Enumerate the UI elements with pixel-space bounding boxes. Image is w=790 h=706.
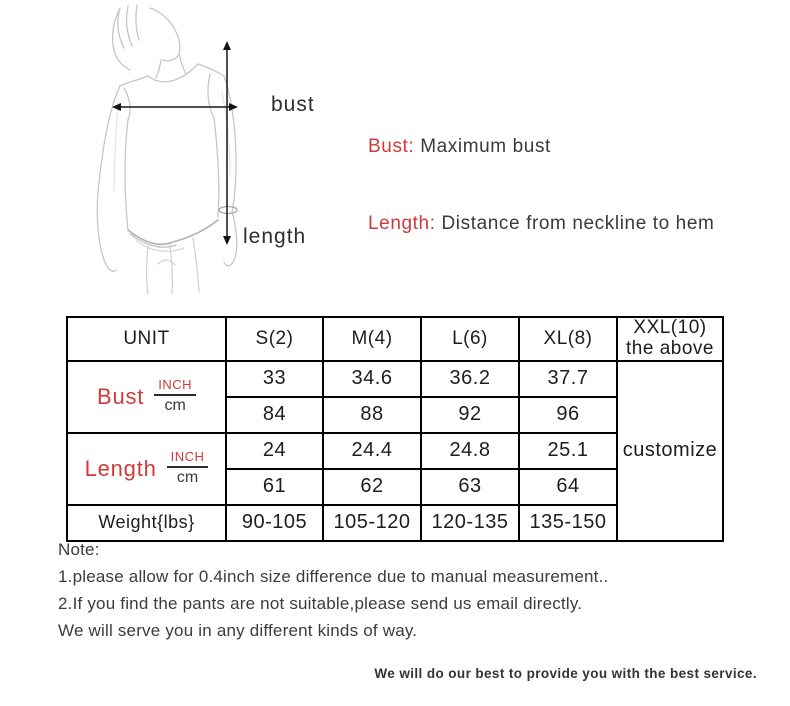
bust-definition: Bust: Maximum bust xyxy=(368,136,551,158)
bust-definition-term: Bust: xyxy=(368,136,415,157)
customize-cell: customize xyxy=(616,359,724,542)
bust-inch-xl: 37.7 xyxy=(518,359,618,398)
length-inch-xl: 25.1 xyxy=(518,431,618,470)
length-inch-s: 24 xyxy=(225,431,324,470)
weight-s: 90-105 xyxy=(225,503,324,542)
bust-inch-unit-label: INCH xyxy=(154,377,196,397)
size-table: UNIT S(2) M(4) L(6) XL(8) XXL(10) the ab… xyxy=(66,316,724,542)
length-cm-unit-label: cm xyxy=(176,469,199,487)
bust-cm-row: 84 88 92 96 xyxy=(67,395,723,434)
length-inch-m: 24.4 xyxy=(322,431,422,470)
length-cm-row: 61 62 63 64 xyxy=(67,467,723,506)
bust-inch-s: 33 xyxy=(225,359,324,398)
length-cm-xl: 64 xyxy=(518,467,618,506)
bust-inch-m: 34.6 xyxy=(322,359,422,398)
bust-inch-row: Bust INCH cm 33 34.6 36.2 37.7 customize xyxy=(66,359,724,542)
length-arrow xyxy=(223,41,231,245)
length-definition-term: Length: xyxy=(368,213,436,234)
header-size-xl: XL(8) xyxy=(518,316,618,362)
note-line-2: 2.If you find the pants are not suitable… xyxy=(58,594,583,613)
length-arrow-label: length xyxy=(243,225,307,248)
header-unit: UNIT xyxy=(66,316,227,362)
length-inch-l: 24.8 xyxy=(420,431,520,470)
header-size-xxl: XXL(10) the above xyxy=(616,316,724,362)
weight-row: Weight{lbs} 90-105 105-120 120-135 135-1… xyxy=(66,503,723,542)
bust-cm-l: 92 xyxy=(420,395,520,434)
table-header-row: UNIT S(2) M(4) L(6) XL(8) XXL(10) the ab… xyxy=(66,316,724,362)
header-size-m: M(4) xyxy=(322,316,422,362)
weight-xl: 135-150 xyxy=(518,503,618,542)
length-row-label: Length xyxy=(84,455,157,481)
header-xxl-line1: XXL(10) xyxy=(633,317,707,338)
bust-inch-l: 36.2 xyxy=(420,359,520,398)
note-line-3: We will serve you in any different kinds… xyxy=(58,621,418,640)
length-unit-fraction: INCH cm xyxy=(166,449,209,487)
length-definition: Length: Distance from neckline to hem xyxy=(368,213,714,235)
header-size-s: S(2) xyxy=(225,316,324,362)
figure-sketch xyxy=(96,4,238,295)
length-cm-l: 63 xyxy=(420,467,520,506)
bust-row-label: Bust xyxy=(96,383,145,409)
header-size-l: L(6) xyxy=(420,316,520,362)
length-label-cell: Length INCH cm xyxy=(66,431,227,506)
length-cm-m: 62 xyxy=(322,467,422,506)
footer-service-text: We will do our best to provide you with … xyxy=(374,666,757,681)
notes-title: Note: xyxy=(58,540,100,559)
bust-arrow xyxy=(112,103,238,111)
weight-row-label: Weight{lbs} xyxy=(66,503,227,542)
notes-block: Note: 1.please allow for 0.4inch size di… xyxy=(58,536,608,644)
weight-l: 120-135 xyxy=(420,503,520,542)
garment-sketch xyxy=(96,4,238,295)
bust-cm-xl: 96 xyxy=(518,395,618,434)
bust-unit-fraction: INCH cm xyxy=(154,377,196,415)
bust-label-cell: Bust INCH cm xyxy=(66,359,227,434)
note-line-1: 1.please allow for 0.4inch size differen… xyxy=(58,567,609,586)
bust-cm-unit-label: cm xyxy=(164,397,186,415)
length-inch-row: Length INCH cm 24 24.4 24.8 25.1 xyxy=(66,431,723,506)
length-definition-text: Distance from neckline to hem xyxy=(435,213,715,234)
header-xxl-line2: the above xyxy=(626,337,714,359)
bust-cm-s: 84 xyxy=(225,395,324,434)
weight-m: 105-120 xyxy=(322,503,422,542)
length-inch-unit-label: INCH xyxy=(166,449,209,469)
length-cm-s: 61 xyxy=(225,467,324,506)
bust-definition-text: Maximum bust xyxy=(414,136,551,157)
bust-cm-m: 88 xyxy=(322,395,422,434)
bust-arrow-label: bust xyxy=(271,93,315,116)
